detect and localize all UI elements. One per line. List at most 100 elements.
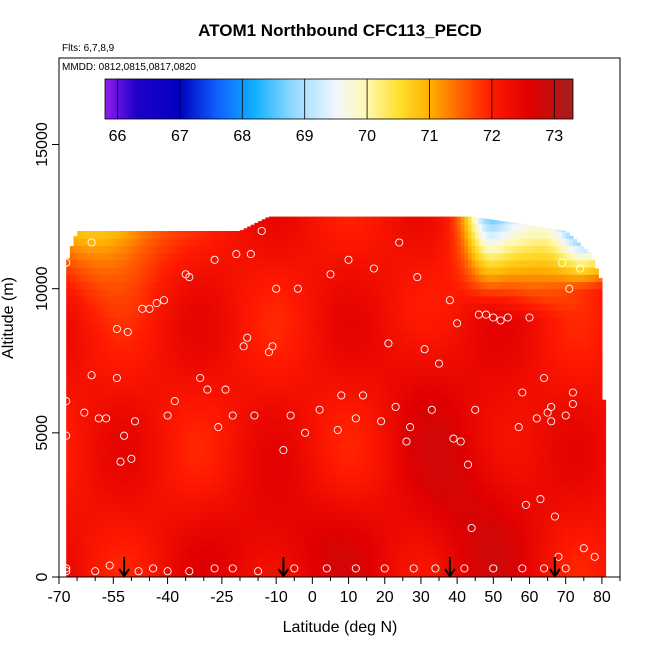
- heat-cell: [91, 569, 96, 577]
- heat-cell: [174, 541, 179, 549]
- heat-cell: [178, 569, 183, 577]
- heat-cell: [355, 490, 360, 499]
- heat-cell: [174, 324, 179, 333]
- heat-cell: [258, 504, 263, 513]
- heat-cell: [428, 259, 433, 268]
- heat-cell: [174, 512, 179, 520]
- heat-cell: [145, 360, 151, 369]
- heat-cell: [316, 360, 321, 369]
- heat-cell: [218, 281, 223, 290]
- heat-cell: [377, 216, 382, 225]
- heat-cell: [214, 238, 219, 246]
- heat-cell: [102, 281, 107, 290]
- heat-cell: [287, 432, 292, 441]
- heat-cell: [106, 440, 111, 448]
- heat-cell: [413, 303, 418, 311]
- heat-cell: [395, 295, 400, 304]
- heat-cell: [138, 526, 143, 535]
- heat-cell: [120, 562, 125, 571]
- heat-cell: [80, 476, 85, 484]
- heat-cell: [330, 303, 335, 311]
- heat-cell: [428, 533, 433, 542]
- heat-cell: [124, 541, 129, 549]
- heat-cell: [258, 533, 263, 542]
- heat-cell: [102, 360, 107, 369]
- heat-cell: [124, 432, 129, 441]
- heat-cell: [240, 440, 245, 448]
- heat-cell: [192, 504, 198, 513]
- heat-cell: [272, 468, 277, 477]
- heat-cell: [402, 360, 407, 369]
- heat-cell: [323, 281, 328, 290]
- heat-cell: [323, 303, 328, 311]
- heat-cell: [352, 317, 357, 326]
- heat-cell: [232, 504, 237, 513]
- heat-cell: [145, 252, 151, 261]
- heat-cell: [352, 418, 357, 427]
- heat-cell: [370, 238, 375, 246]
- heat-cell: [131, 533, 136, 542]
- heat-cell: [250, 231, 255, 239]
- heat-cell: [207, 483, 212, 492]
- heat-cell: [254, 476, 259, 484]
- heat-cell: [84, 396, 89, 405]
- heat-cell: [420, 317, 426, 326]
- heat-cell: [88, 569, 93, 577]
- heat-cell: [290, 339, 295, 347]
- heat-cell: [417, 216, 422, 225]
- heat-cell: [384, 490, 389, 499]
- heat-cell: [95, 541, 100, 549]
- heat-cell: [192, 317, 198, 326]
- heat-cell: [413, 267, 418, 275]
- heat-cell: [417, 411, 422, 419]
- heat-cell: [167, 548, 172, 556]
- heat-cell: [319, 425, 324, 434]
- heat-cell: [214, 353, 219, 362]
- heat-cell: [272, 368, 277, 376]
- heat-cell: [399, 288, 404, 297]
- heat-cell: [207, 418, 212, 427]
- heat-cell: [344, 411, 350, 419]
- heat-cell: [135, 562, 140, 571]
- heat-cell: [196, 295, 201, 304]
- heat-cell: [171, 331, 176, 340]
- heat-cell: [80, 396, 85, 405]
- heat-cell: [297, 504, 303, 513]
- heat-cell: [66, 360, 71, 369]
- heat-cell: [196, 382, 201, 391]
- heat-cell: [417, 541, 422, 549]
- heat-cell: [406, 454, 411, 463]
- heat-cell: [247, 440, 252, 448]
- heat-cell: [182, 425, 187, 434]
- heat-cell: [254, 440, 259, 448]
- heat-cell: [384, 389, 389, 398]
- heat-cell: [116, 562, 122, 571]
- heat-cell: [138, 461, 143, 470]
- heat-cell: [218, 440, 223, 448]
- heat-cell: [276, 432, 281, 441]
- heat-cell: [135, 368, 140, 376]
- heat-cell: [135, 267, 140, 275]
- heat-cell: [106, 418, 111, 427]
- heat-cell: [402, 295, 407, 304]
- heat-cell: [69, 440, 75, 448]
- heat-cell: [214, 303, 219, 311]
- heat-cell: [73, 533, 78, 542]
- heat-cell: [149, 483, 154, 492]
- heat-cell: [240, 504, 245, 513]
- heat-cell: [160, 274, 165, 283]
- heat-cell: [88, 562, 93, 571]
- heat-cell: [160, 245, 165, 254]
- heat-cell: [66, 375, 71, 383]
- heat-cell: [265, 252, 270, 261]
- heat-cell: [287, 267, 292, 275]
- heat-cell: [124, 490, 129, 499]
- heat-cell: [124, 519, 129, 528]
- heat-cell: [145, 324, 151, 333]
- heat-cell: [399, 303, 404, 311]
- heat-cell: [395, 223, 400, 232]
- heat-cell: [323, 231, 328, 239]
- heat-cell: [218, 303, 223, 311]
- heat-cell: [98, 490, 103, 499]
- heat-cell: [138, 490, 143, 499]
